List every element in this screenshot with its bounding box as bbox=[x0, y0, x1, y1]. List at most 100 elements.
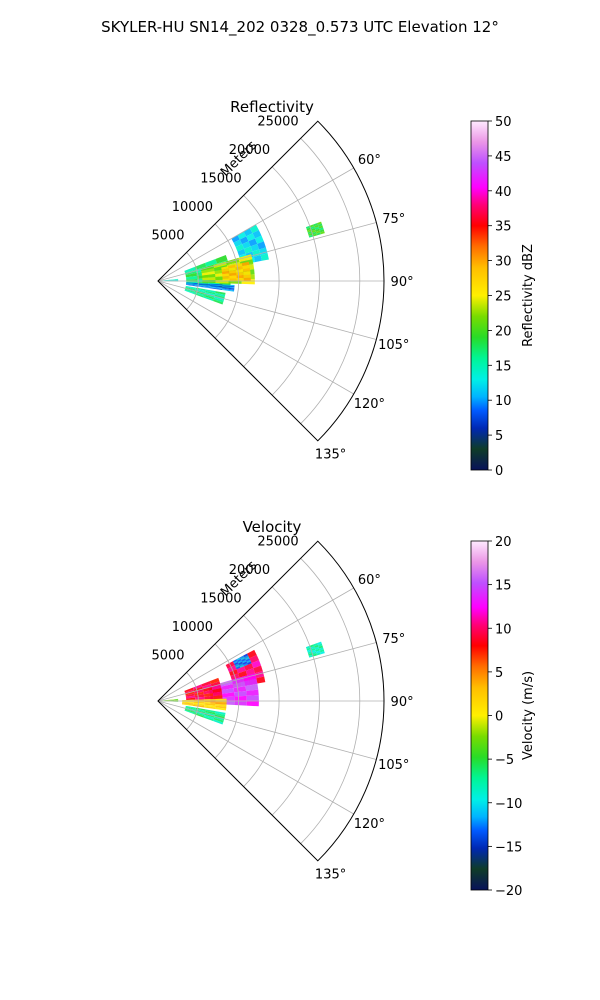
echo-cell bbox=[185, 706, 196, 710]
echo-cell bbox=[222, 273, 230, 277]
echo-cell bbox=[306, 647, 311, 651]
echo-cell bbox=[233, 660, 238, 664]
echo-cell bbox=[220, 683, 234, 691]
echo-cell bbox=[233, 239, 243, 247]
echo-cell bbox=[204, 698, 216, 701]
echo-cell bbox=[256, 676, 266, 684]
echo-cell bbox=[237, 658, 242, 663]
echo-cell bbox=[239, 655, 245, 659]
echo-cell bbox=[243, 277, 251, 281]
echo-cell bbox=[174, 279, 179, 281]
echo-cell bbox=[222, 285, 235, 288]
colorbar-tick-label: 25 bbox=[495, 290, 512, 305]
azimuth-gridline bbox=[157, 167, 354, 282]
echo-cell bbox=[312, 653, 318, 657]
echo-cell bbox=[242, 264, 250, 270]
echo-cell bbox=[233, 686, 247, 693]
echo-cell bbox=[234, 263, 243, 268]
azimuth-tick-label: 90° bbox=[391, 695, 414, 710]
echo-cell bbox=[185, 285, 196, 289]
echo-cell bbox=[305, 225, 311, 229]
echo-cell bbox=[205, 710, 216, 715]
echo-cell bbox=[203, 294, 215, 300]
echo-cell bbox=[174, 278, 179, 280]
echo-cell bbox=[234, 663, 240, 667]
echo-cell bbox=[235, 664, 240, 668]
range-tick-label: 20000 bbox=[229, 143, 270, 158]
chart-title: Reflectivity bbox=[230, 98, 314, 116]
echo-cell bbox=[241, 658, 246, 662]
range-tick-label: 20000 bbox=[229, 563, 270, 578]
echo-cell bbox=[214, 296, 225, 301]
echo-cell bbox=[222, 278, 230, 281]
echo-cell bbox=[319, 229, 325, 233]
echo-cell bbox=[201, 268, 215, 274]
echo-cell bbox=[246, 695, 259, 701]
echo-cell bbox=[212, 719, 224, 725]
echo-cell bbox=[315, 650, 321, 654]
echo-cell bbox=[317, 221, 322, 225]
echo-cell bbox=[229, 278, 237, 281]
sector-frame bbox=[157, 120, 385, 442]
echo-cell bbox=[308, 232, 313, 236]
echo-cell bbox=[193, 699, 205, 701]
echo-cell bbox=[214, 265, 228, 272]
colorbar-tick-label: 0 bbox=[495, 710, 503, 725]
echo-cell bbox=[307, 229, 312, 233]
echo-cell bbox=[260, 253, 269, 261]
echo-cell bbox=[185, 693, 195, 697]
echo-cell bbox=[202, 276, 216, 281]
echo-cell bbox=[229, 272, 237, 277]
echo-cell bbox=[203, 692, 214, 697]
echo-cell bbox=[308, 652, 313, 656]
echo-cell bbox=[308, 234, 314, 238]
echo-cell bbox=[162, 280, 167, 281]
chart-panel-reflectivity: Reflectivity500010000150002000025000Mete… bbox=[151, 98, 536, 479]
colorbar-tick-label: 10 bbox=[495, 394, 512, 409]
echo-cell bbox=[214, 716, 225, 721]
range-tick-label: 25000 bbox=[257, 114, 298, 129]
echo-cell bbox=[241, 261, 250, 267]
echo-cell bbox=[243, 271, 251, 276]
panels: Reflectivity500010000150002000025000Mete… bbox=[151, 98, 536, 899]
echo-cell bbox=[170, 700, 175, 701]
azimuth-tick-label: 90° bbox=[391, 275, 414, 290]
echo-cell bbox=[310, 648, 316, 652]
colorbar-tick-label: 0 bbox=[495, 464, 503, 479]
echo-cell bbox=[314, 646, 320, 650]
echo-cell bbox=[166, 279, 171, 281]
echo-cell bbox=[239, 236, 249, 245]
echo-cell bbox=[251, 660, 262, 669]
echo-cell bbox=[221, 289, 235, 292]
echo-cell bbox=[215, 702, 227, 705]
echo-cell bbox=[221, 688, 235, 694]
echo-cell bbox=[222, 287, 235, 290]
echo-cell bbox=[245, 658, 251, 662]
echo-cell bbox=[243, 663, 248, 667]
echo-cell bbox=[245, 668, 255, 676]
echo-cell bbox=[213, 297, 224, 303]
echo-cell bbox=[205, 290, 216, 295]
echo-cell bbox=[320, 651, 325, 655]
echo-cell bbox=[203, 714, 215, 720]
echo-cell bbox=[192, 684, 203, 690]
echo-cell bbox=[214, 292, 226, 297]
echo-cell bbox=[182, 699, 194, 701]
azimuth-tick-label: 135° bbox=[315, 448, 346, 463]
echo-cell bbox=[215, 705, 227, 709]
colorbar-tick-label: 20 bbox=[495, 324, 512, 339]
echo-cell bbox=[203, 716, 214, 722]
echo-cell bbox=[204, 293, 215, 298]
echo-cell bbox=[237, 248, 246, 256]
echo-cell bbox=[174, 698, 179, 700]
echo-cell bbox=[205, 709, 216, 713]
echo-cell bbox=[184, 709, 195, 715]
echo-cell bbox=[317, 223, 323, 227]
range-tick-label: 5000 bbox=[151, 648, 184, 663]
echo-cell bbox=[243, 653, 248, 658]
echo-cell bbox=[242, 661, 248, 665]
echo-cell bbox=[204, 702, 216, 705]
echo-cell bbox=[307, 231, 313, 235]
echo-cell bbox=[186, 282, 199, 285]
